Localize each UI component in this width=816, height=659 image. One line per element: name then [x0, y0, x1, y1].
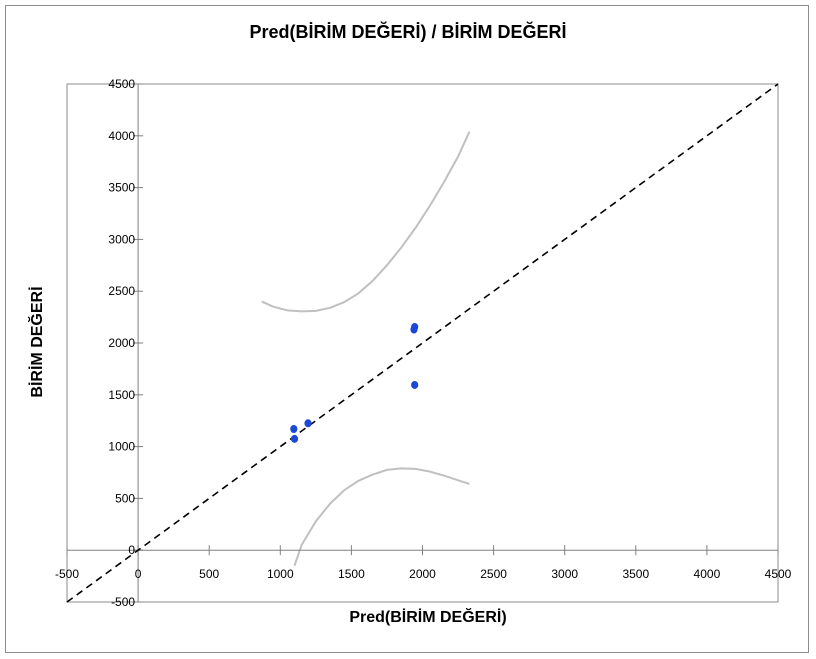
x-tick-label: 4000 [694, 567, 721, 581]
x-tick: 4000 [694, 545, 721, 581]
y-tick: 4000 [108, 129, 144, 143]
confidence-upper-curve [261, 131, 471, 313]
y-tick: 500 [115, 491, 144, 505]
data-point [304, 419, 312, 428]
x-tick: 4500 [765, 545, 792, 581]
y-tick: 3500 [108, 181, 144, 195]
data-points [290, 322, 419, 443]
y-tick-label: 2000 [108, 336, 135, 350]
y-tick-label: 1000 [108, 440, 135, 454]
x-tick: 500 [199, 545, 220, 581]
y-tick: -500 [111, 595, 144, 609]
data-point [290, 424, 298, 433]
x-tick-label: 0 [135, 567, 142, 581]
plot-border [66, 83, 779, 603]
y-tick: 4500 [108, 77, 144, 91]
identity-line-group [66, 83, 779, 603]
chart-area [5, 5, 809, 653]
x-tick-label: 3000 [551, 567, 578, 581]
x-tick: 2000 [409, 545, 436, 581]
y-tick-label: 3500 [108, 181, 135, 195]
confidence-bands [261, 131, 471, 567]
y-tick-label: -500 [111, 595, 135, 609]
y-tick-label: 2500 [108, 284, 135, 298]
data-point [411, 380, 419, 389]
y-tick-label: 500 [115, 491, 135, 505]
y-tick: 0 [128, 543, 144, 557]
y-tick: 2000 [108, 336, 144, 350]
x-tick-label: -500 [55, 567, 79, 581]
data-point [411, 322, 419, 331]
x-tick-label: 1000 [267, 567, 294, 581]
chart-title: Pred(BİRİM DEĞERİ) / BİRİM DEĞERİ [249, 22, 567, 42]
y-tick: 2500 [108, 284, 144, 298]
x-tick: 3500 [622, 545, 649, 581]
x-tick-label: 500 [199, 567, 219, 581]
axes: -500 0 500 1000 1500 2000 2500 3000 3500 4000 4500… [55, 77, 792, 609]
x-tick: -500 [55, 545, 79, 581]
x-axis-label: Pred(BİRİM DEĞERİ) [349, 609, 507, 626]
y-tick: 1000 [108, 440, 144, 454]
y-tick: 3000 [108, 232, 144, 246]
y-tick: 1500 [108, 388, 144, 402]
x-tick: 2500 [480, 545, 507, 581]
y-tick-label: 1500 [108, 388, 135, 402]
x-tick: 1500 [338, 545, 365, 581]
confidence-lower-curve [293, 467, 470, 567]
x-tick-label: 1500 [338, 567, 365, 581]
y-tick-label: 4500 [108, 77, 135, 91]
y-tick-label: 3000 [108, 232, 135, 246]
x-tick: 1000 [267, 545, 294, 581]
x-tick: 3000 [551, 545, 578, 581]
data-point [290, 434, 299, 443]
x-tick-label: 2500 [480, 567, 507, 581]
x-tick-label: 3500 [622, 567, 649, 581]
identity-line [66, 83, 779, 603]
x-tick-label: 2000 [409, 567, 436, 581]
x-tick-label: 4500 [765, 567, 792, 581]
y-tick-label: 4000 [108, 129, 135, 143]
y-tick-label: 0 [128, 543, 135, 557]
